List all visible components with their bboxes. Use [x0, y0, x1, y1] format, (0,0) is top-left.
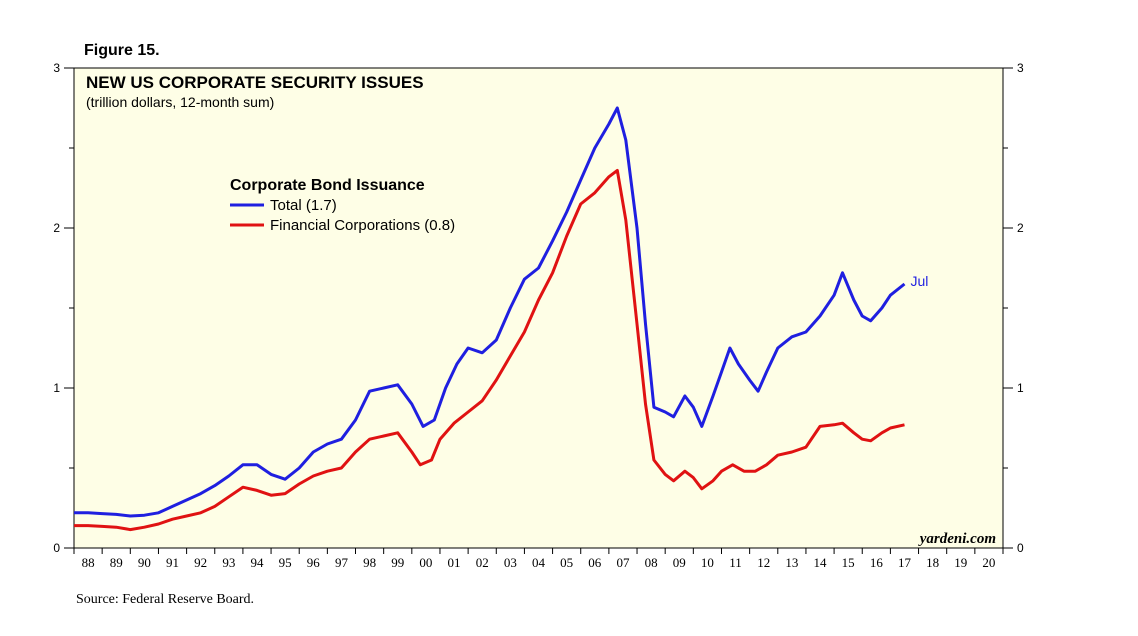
legend-title: Corporate Bond Issuance [230, 177, 425, 194]
watermark: yardeni.com [918, 531, 996, 547]
series-line-financial-corporations [74, 168, 905, 532]
x-tick-label: 93 [222, 555, 235, 570]
y-tick-label-left: 3 [53, 61, 60, 75]
legend: Corporate Bond Issuance Total (1.7) Fina… [230, 177, 455, 234]
x-tick-label: 89 [110, 555, 123, 570]
x-tick-label: 98 [363, 555, 376, 570]
x-tick-label: 15 [842, 555, 855, 570]
x-tick-label: 11 [729, 555, 742, 570]
series-line-total [74, 106, 906, 518]
x-tick-label: 90 [138, 555, 151, 570]
y-tick-label-left: 0 [53, 541, 60, 555]
figure-label: Figure 15. [84, 42, 160, 59]
x-tick-label: 92 [194, 555, 207, 570]
legend-label-financial: Financial Corporations (0.8) [270, 217, 455, 234]
x-tick-label: 01 [448, 555, 461, 570]
x-tick-label: 06 [588, 555, 602, 570]
x-tick-label: 03 [504, 555, 517, 570]
y-tick-label-right: 1 [1017, 381, 1024, 395]
y-tick-label-right: 2 [1017, 221, 1024, 235]
x-tick-label: 13 [785, 555, 798, 570]
x-tick-label: 07 [616, 555, 630, 570]
chart-title: NEW US CORPORATE SECURITY ISSUES [86, 73, 424, 92]
x-tick-label: 96 [307, 555, 321, 570]
x-tick-label: 02 [476, 555, 489, 570]
x-tick-label: 16 [870, 555, 884, 570]
x-tick-label: 94 [250, 555, 264, 570]
x-tick-label: 19 [954, 555, 967, 570]
x-tick-label: 18 [926, 555, 939, 570]
x-tick-label: 91 [166, 555, 179, 570]
x-tick-label: 17 [898, 555, 912, 570]
plot-panel [73, 67, 1004, 549]
x-tick-label: 20 [982, 555, 995, 570]
y-axis-left: 0 1 2 3 [53, 61, 74, 555]
x-tick-label: 08 [645, 555, 658, 570]
y-axis-right: 0 1 2 3 [1003, 61, 1024, 555]
x-tick-label: 99 [391, 555, 404, 570]
x-tick-label: 09 [673, 555, 686, 570]
x-tick-label: 10 [701, 555, 714, 570]
x-tick-label: 88 [82, 555, 95, 570]
legend-label-total: Total (1.7) [270, 197, 337, 214]
x-tick-label: 14 [814, 555, 828, 570]
chart-subtitle: (trillion dollars, 12-month sum) [86, 94, 274, 110]
x-tick-label: 95 [279, 555, 292, 570]
x-tick-label: 04 [532, 555, 546, 570]
end-label: Jul [910, 273, 928, 289]
x-tick-label: 00 [419, 555, 432, 570]
y-tick-label-right: 3 [1017, 61, 1024, 75]
x-tick-label: 05 [560, 555, 573, 570]
source-note: Source: Federal Reserve Board. [76, 592, 254, 607]
x-tick-label: 12 [757, 555, 770, 570]
y-tick-label-left: 2 [53, 221, 60, 235]
y-tick-label-right: 0 [1017, 541, 1024, 555]
y-tick-label-left: 1 [53, 381, 60, 395]
x-axis: 88 89 90 91 92 93 94 95 96 97 98 99 00 01 02 03 04 05 06 07… [73, 548, 1004, 570]
x-tick-label: 97 [335, 555, 349, 570]
